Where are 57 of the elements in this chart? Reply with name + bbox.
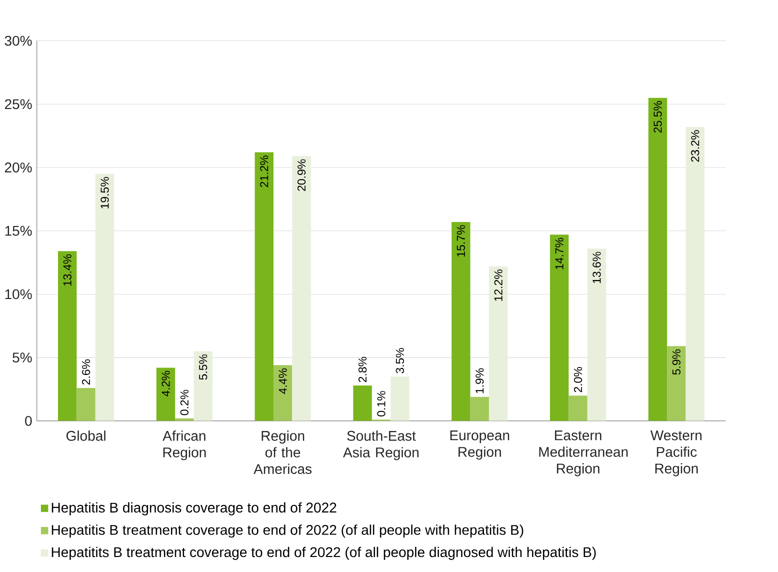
y-tick-label: 30% — [4, 36, 32, 46]
bar — [470, 396, 489, 421]
bar — [648, 98, 668, 421]
bar — [667, 346, 686, 421]
y-tick-label: 10% — [5, 289, 32, 300]
bar — [58, 251, 77, 421]
data-label: 12.2% — [494, 270, 502, 301]
data-label: 0.1% — [377, 391, 386, 416]
data-label: 20.9% — [297, 159, 306, 191]
bar — [568, 396, 588, 421]
bar — [95, 174, 114, 421]
legend-label: Hepatitits B treatment coverage to end of 2022 (of all people diagnosed with hepatitis B) — [52, 546, 596, 560]
y-tick-label: 25% — [4, 99, 32, 110]
legend-label: Hepatitis B treatment coverage to end of 2022 (of all people with hepatitis B) — [52, 524, 524, 538]
bar — [273, 365, 292, 421]
data-label: 4.2% — [162, 370, 170, 396]
data-label: 2.8% — [358, 356, 367, 382]
y-tick-label: 0 — [25, 416, 32, 426]
bar — [488, 266, 508, 421]
x-tick-label: Eastern Mediterranean Region — [539, 430, 628, 476]
x-tick-label: African Region — [162, 430, 206, 460]
bar — [587, 248, 606, 421]
bar — [550, 234, 569, 421]
y-tick-label: 20% — [4, 162, 32, 172]
legend-label: Hepatitis B diagnosis coverage to end of 2022 — [52, 502, 336, 516]
data-label: 19.5% — [100, 177, 109, 208]
data-label: 4.4% — [278, 368, 287, 394]
data-label: 13.4% — [63, 254, 72, 286]
data-label: 5.5% — [199, 354, 208, 380]
data-label: 2.0% — [574, 366, 582, 392]
data-label: 14.7% — [555, 238, 564, 270]
y-tick-label: 15% — [5, 226, 32, 236]
data-label: 15.7% — [456, 225, 465, 256]
data-label: 21.2% — [260, 155, 268, 188]
x-tick-label: Global — [66, 430, 106, 441]
x-tick-label: South-East Asia Region — [343, 430, 419, 460]
bar — [76, 388, 96, 421]
x-tick-label: Western Pacific Region — [650, 430, 702, 476]
data-label: 23.2% — [691, 130, 700, 162]
x-tick-label: European Region — [450, 430, 510, 460]
x-tick-label: Region of the Americas — [254, 430, 312, 474]
data-label: 13.6% — [592, 252, 601, 284]
bar — [156, 368, 176, 421]
bar — [194, 351, 212, 421]
bar — [292, 156, 311, 421]
bar — [452, 222, 470, 421]
bar — [390, 376, 410, 421]
data-label: 3.5% — [396, 348, 404, 374]
data-label: 0.2% — [180, 390, 189, 416]
data-label: 1.9% — [476, 368, 484, 394]
bar — [686, 126, 704, 421]
data-label: 2.6% — [82, 359, 90, 385]
bar — [254, 152, 274, 421]
y-tick-label: 5% — [12, 352, 32, 362]
bar — [353, 385, 372, 421]
data-label: 25.5% — [654, 101, 662, 133]
data-label: 5.9% — [672, 349, 680, 375]
